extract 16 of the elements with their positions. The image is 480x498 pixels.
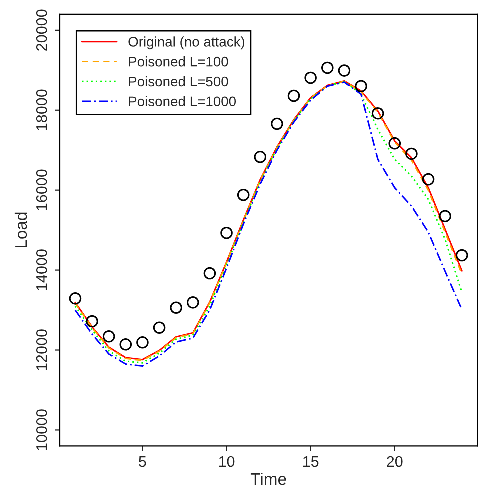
x-tick-label: 5 [139, 456, 146, 468]
y-tick-label: 10000 [36, 410, 48, 450]
y-tick-label: 16000 [36, 170, 48, 210]
legend-label: Poisoned L=100 [129, 56, 228, 67]
x-tick-label: 20 [387, 456, 403, 468]
legend-label: Poisoned L=500 [129, 76, 228, 87]
y-axis-title: Load [14, 212, 28, 248]
y-tick-label: 20000 [36, 10, 48, 51]
x-axis-title: Time [250, 472, 286, 486]
legend-label: Original (no attack) [128, 36, 245, 50]
y-tick-label: 18000 [36, 90, 48, 130]
y-tick-label: 12000 [36, 330, 48, 370]
legend-label: Poisoned L=1000 [129, 96, 236, 107]
x-tick-label: 15 [304, 456, 319, 468]
x-tick-label: 10 [219, 456, 235, 468]
y-tick-label: 14000 [36, 250, 48, 290]
